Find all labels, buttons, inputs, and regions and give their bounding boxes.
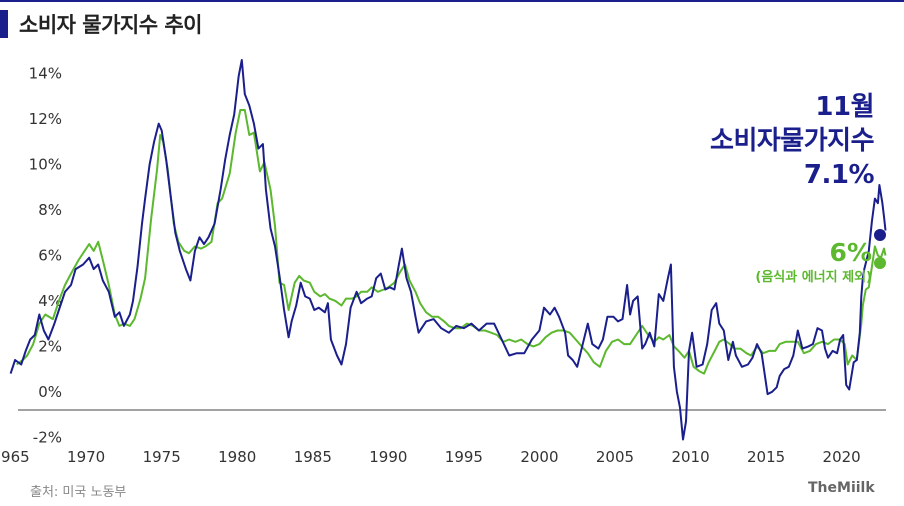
x-tick-label: 2015	[747, 448, 785, 466]
y-tick-label: 14%	[29, 65, 62, 83]
page-title: 소비자 물가지수 추이	[19, 13, 203, 37]
core-annotation: 6% (음식과 에너지 제외)	[755, 238, 872, 287]
y-tick-label: 0%	[38, 383, 62, 401]
core-annotation-note: (음식과 에너지 제외)	[755, 270, 872, 285]
brand-logo: TheMiilk	[808, 480, 875, 496]
y-tick-label: 4%	[38, 292, 62, 310]
y-tick-label: 12%	[29, 110, 62, 128]
x-tick-label: 2020	[823, 448, 861, 466]
cpi-annotation: 11월 소비자물가지수 7.1%	[710, 90, 874, 192]
cpi-annotation-month: 11월	[815, 92, 874, 122]
y-tick-label: 2%	[38, 337, 62, 355]
cpi-end-marker	[874, 229, 886, 241]
cpi-annotation-value: 7.1%	[803, 160, 875, 190]
x-tick-label: 2000	[520, 448, 558, 466]
core-end-marker	[874, 257, 886, 269]
y-tick-label: 6%	[38, 246, 62, 264]
title-accent-bar	[0, 10, 8, 38]
y-tick-label: -2%	[33, 428, 62, 446]
y-tick-label: 10%	[29, 156, 62, 174]
x-tick-label: 1990	[369, 448, 407, 466]
source-note: 출처: 미국 노동부	[30, 485, 127, 500]
x-tick-label: 1980	[218, 448, 256, 466]
cpi-series-line	[9, 59, 887, 441]
y-tick-label: 8%	[38, 201, 62, 219]
top-accent-line	[0, 0, 904, 2]
cpi-annotation-label: 소비자물가지수	[710, 126, 874, 156]
x-tick-label: 1985	[294, 448, 332, 466]
x-tick-label: 1965	[0, 448, 30, 466]
x-tick-label: 1970	[67, 448, 105, 466]
x-tick-label: 1995	[445, 448, 483, 466]
x-tick-label: 1975	[143, 448, 181, 466]
x-tick-label: 2010	[671, 448, 709, 466]
core-annotation-value: 6%	[829, 238, 872, 267]
x-tick-label: 2005	[596, 448, 634, 466]
